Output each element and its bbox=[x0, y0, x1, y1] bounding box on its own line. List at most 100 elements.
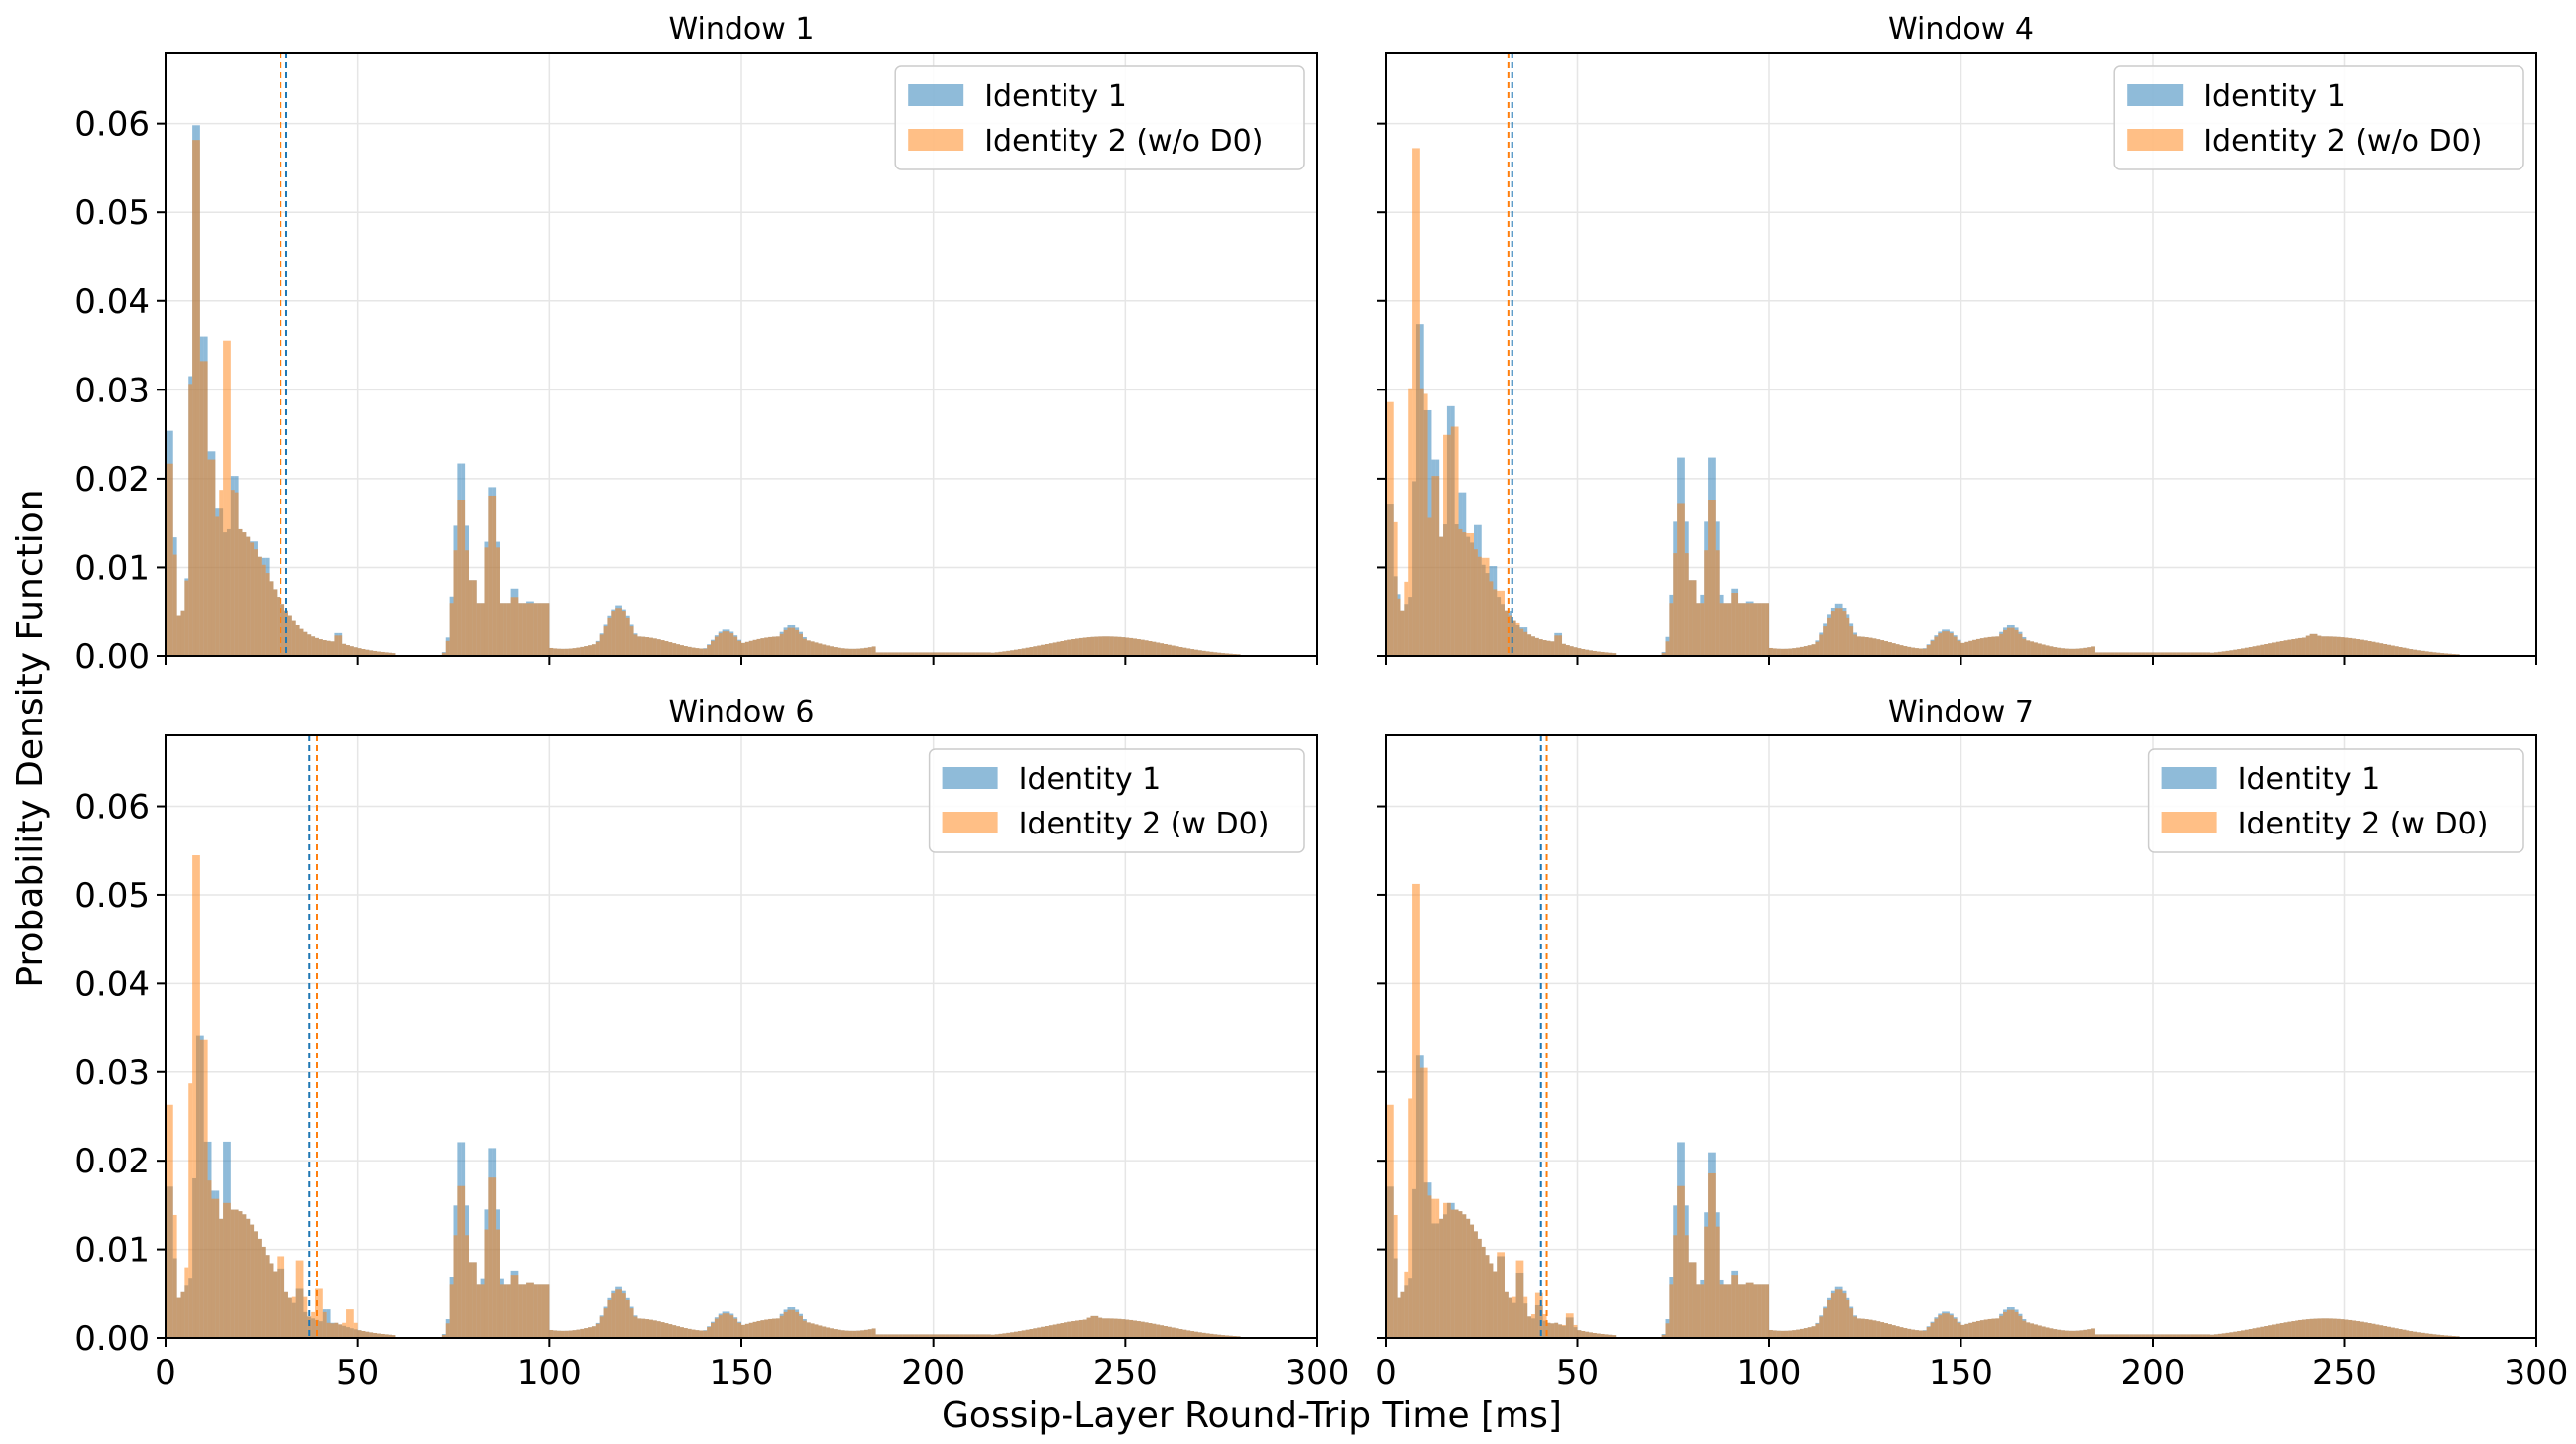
histogram-bar bbox=[941, 1334, 946, 1338]
histogram-bar bbox=[1140, 639, 1145, 656]
histogram-bar bbox=[1811, 644, 1816, 656]
histogram-bar bbox=[238, 528, 243, 656]
histogram-bar bbox=[618, 1289, 622, 1338]
histogram-bar bbox=[453, 550, 458, 656]
histogram-bar bbox=[1665, 641, 1670, 656]
histogram-bar bbox=[318, 639, 323, 656]
histogram-bar bbox=[2298, 1319, 2302, 1338]
histogram-bar bbox=[269, 581, 274, 656]
histogram-bar bbox=[603, 1308, 608, 1338]
histogram-bar bbox=[2213, 652, 2218, 656]
histogram-bar bbox=[1983, 637, 1988, 656]
histogram-bar bbox=[771, 636, 776, 656]
histogram-bar bbox=[1404, 581, 1409, 656]
x-tick-label: 0 bbox=[1375, 1353, 1397, 1392]
histogram-bar bbox=[533, 1284, 538, 1338]
histogram-bar bbox=[2252, 1328, 2257, 1338]
histogram-bar bbox=[1515, 1260, 1520, 1338]
histogram-bar bbox=[2014, 1311, 2019, 1338]
histogram-bar bbox=[1125, 1319, 1130, 1338]
histogram-bar bbox=[680, 1327, 684, 1338]
histogram-bar bbox=[1423, 1067, 1428, 1338]
histogram-bar bbox=[2003, 1311, 2007, 1338]
histogram-bar bbox=[2061, 1330, 2065, 1338]
histogram-bar bbox=[2398, 1329, 2403, 1338]
histogram-bar bbox=[945, 1334, 950, 1338]
histogram-bar bbox=[1899, 645, 1904, 656]
histogram-bar bbox=[545, 1284, 550, 1338]
histogram-bar bbox=[2336, 636, 2341, 656]
histogram-bar bbox=[392, 653, 396, 656]
histogram-bar bbox=[1474, 1231, 1478, 1338]
histogram-bar bbox=[499, 1284, 504, 1338]
histogram-bar bbox=[906, 1334, 911, 1338]
histogram-bar bbox=[1470, 1224, 1475, 1338]
histogram-bar bbox=[863, 647, 868, 656]
histogram-bar bbox=[1458, 1211, 1463, 1338]
histogram-bar bbox=[844, 648, 849, 656]
histogram-bar bbox=[856, 648, 861, 656]
histogram-bar bbox=[2053, 1329, 2058, 1338]
histogram-bar bbox=[2094, 1334, 2099, 1338]
histogram-bar bbox=[2260, 1326, 2265, 1338]
histogram-bar bbox=[1765, 603, 1769, 656]
histogram-bar bbox=[1761, 1284, 1766, 1338]
histogram-bar bbox=[2168, 652, 2173, 656]
histogram-bar bbox=[484, 547, 489, 656]
histogram-bar bbox=[2014, 629, 2019, 656]
histogram-bar bbox=[1504, 1291, 1509, 1338]
histogram-bar bbox=[652, 1320, 657, 1338]
histogram-bar bbox=[1780, 1330, 1785, 1338]
histogram-bar bbox=[1454, 1209, 1459, 1338]
histogram-bar bbox=[787, 627, 792, 656]
histogram-bar bbox=[1842, 1293, 1847, 1338]
histogram-bar bbox=[199, 361, 204, 656]
histogram-bar bbox=[342, 643, 347, 656]
histogram-bar bbox=[2440, 653, 2445, 656]
histogram-bar bbox=[2122, 1334, 2126, 1338]
histogram-bar bbox=[2252, 646, 2257, 656]
histogram-bar bbox=[2447, 1335, 2452, 1338]
histogram-bar bbox=[2244, 647, 2249, 656]
histogram-bar bbox=[2248, 647, 2253, 656]
histogram-bar bbox=[1006, 650, 1011, 656]
x-tick-label: 250 bbox=[2312, 1353, 2377, 1392]
histogram-bar bbox=[1531, 1314, 1535, 1338]
histogram-bar bbox=[2313, 633, 2318, 656]
histogram-bar bbox=[1171, 645, 1176, 656]
histogram-bar bbox=[918, 652, 923, 656]
histogram-bar bbox=[1501, 1252, 1505, 1338]
histogram-bar bbox=[1688, 1262, 1693, 1338]
histogram-bar bbox=[687, 646, 692, 656]
histogram-bar bbox=[914, 1334, 919, 1338]
histogram-bar bbox=[2049, 646, 2054, 656]
histogram-bar bbox=[799, 1315, 803, 1338]
histogram-bar bbox=[2034, 1324, 2038, 1338]
x-tick-label: 300 bbox=[2505, 1353, 2569, 1392]
histogram-bar bbox=[898, 1334, 903, 1338]
histogram-bar bbox=[1512, 1296, 1516, 1338]
histogram-bar bbox=[971, 1334, 976, 1338]
histogram-bar bbox=[2153, 652, 2157, 656]
histogram-bar bbox=[1125, 637, 1130, 656]
histogram-bar bbox=[541, 1284, 546, 1338]
histogram-bar bbox=[2387, 1326, 2391, 1338]
histogram-bar bbox=[2137, 652, 2142, 656]
histogram-bar bbox=[188, 1083, 193, 1338]
histogram-bar bbox=[1501, 590, 1505, 656]
histogram-bar bbox=[1911, 647, 1916, 656]
histogram-bar bbox=[480, 603, 485, 656]
histogram-bar bbox=[541, 603, 546, 656]
histogram-bar bbox=[2206, 1334, 2211, 1338]
histogram-bar bbox=[576, 647, 581, 656]
histogram-bar bbox=[2057, 647, 2062, 656]
histogram-bar bbox=[1014, 1331, 1018, 1338]
histogram-bar bbox=[588, 645, 592, 656]
histogram-bar bbox=[2409, 1331, 2414, 1338]
histogram-bar bbox=[2398, 647, 2403, 656]
histogram-bar bbox=[764, 1319, 769, 1338]
histogram-bar bbox=[1550, 1323, 1555, 1338]
histogram-bar bbox=[2359, 1321, 2364, 1338]
x-tick-label: 0 bbox=[155, 1353, 176, 1392]
histogram-bar bbox=[492, 1177, 497, 1338]
